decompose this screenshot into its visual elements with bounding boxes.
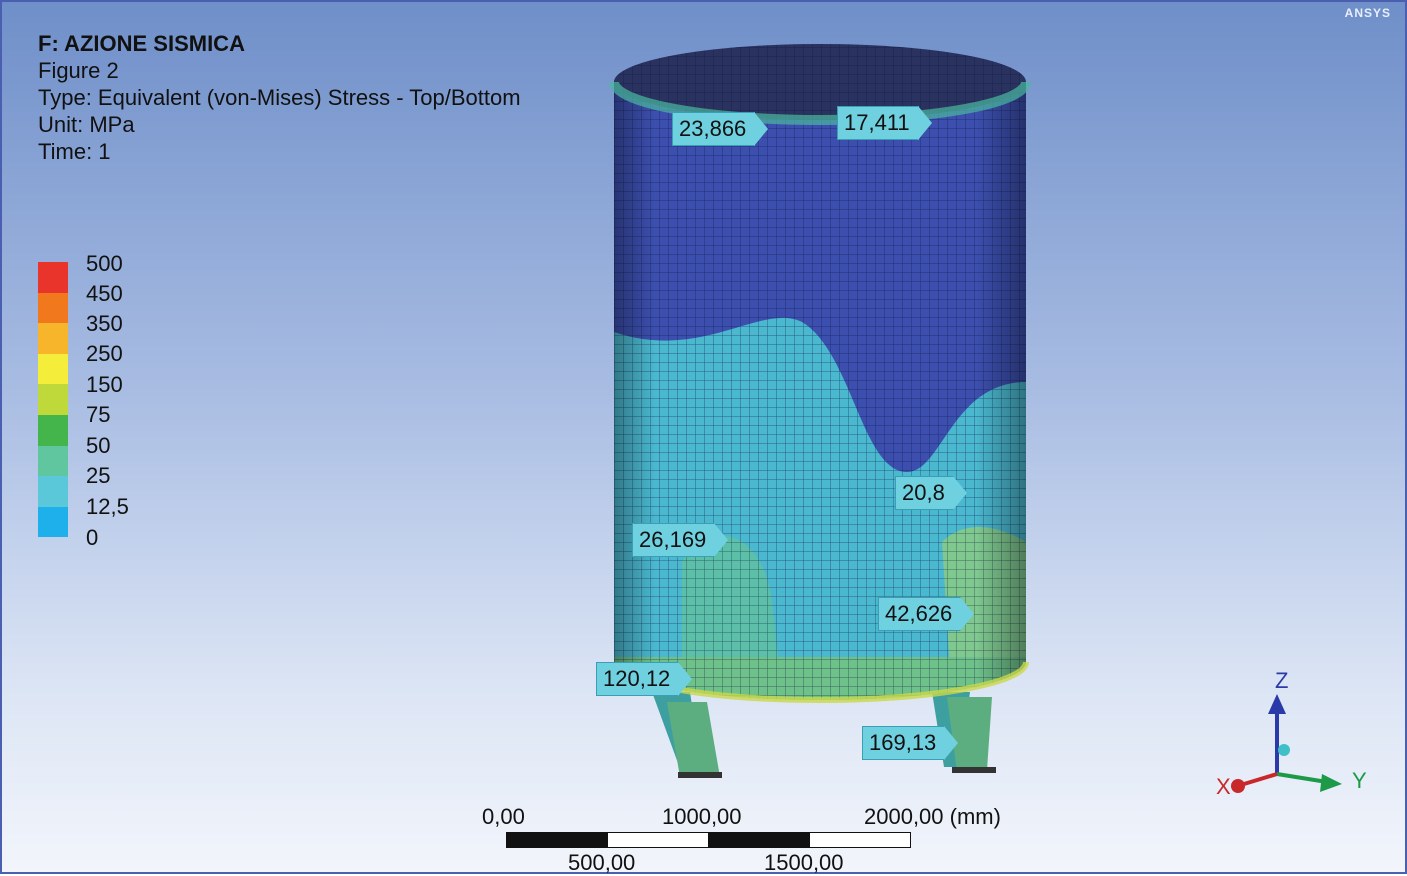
legend-label: 450 [86, 281, 123, 306]
axis-y-label: Y [1352, 768, 1367, 793]
axis-z-label: Z [1275, 668, 1288, 693]
legend-label: 75 [86, 402, 111, 427]
legend-swatch [38, 353, 68, 385]
legend-swatch [38, 323, 68, 354]
legend-swatch [38, 414, 68, 446]
axis-triad[interactable]: Z X Y [1202, 662, 1382, 817]
tank-shell [614, 82, 1026, 700]
legend-swatch [38, 292, 68, 324]
legend-swatch [38, 262, 68, 293]
probe-label[interactable]: 120,12 [596, 662, 693, 696]
legend-label: 0 [86, 525, 99, 550]
legend-swatch [38, 506, 68, 538]
scale-segment [708, 832, 810, 848]
scale-label: 1000,00 [662, 804, 742, 829]
legend-label: 25 [86, 463, 111, 488]
ansys-logo: ANSYS [1344, 6, 1391, 20]
result-unit: Unit: MPa [38, 112, 135, 137]
probe-label[interactable]: 23,866 [672, 112, 769, 146]
result-figure: Figure 2 [38, 58, 119, 83]
probe-label[interactable]: 169,13 [862, 726, 959, 760]
result-info-panel: F: AZIONE SISMICA Figure 2 Type: Equival… [38, 30, 521, 165]
legend-label: 500 [86, 251, 123, 276]
scale-label: 500,00 [568, 850, 636, 875]
scale-segment [506, 832, 608, 848]
legend-swatch [38, 384, 68, 415]
legend-swatch [38, 445, 68, 477]
probe-label[interactable]: 42,626 [878, 597, 975, 631]
scale-label: 0,00 [482, 804, 525, 829]
legend-label: 250 [86, 341, 123, 366]
axis-x-label: X [1216, 774, 1231, 799]
result-title: F: AZIONE SISMICA [38, 31, 245, 56]
scale-label: 1500,00 [764, 850, 844, 875]
axis-triad-icon: Z X Y [1216, 668, 1367, 799]
legend-label: 12,5 [86, 494, 129, 519]
probe-label[interactable]: 20,8 [895, 476, 967, 510]
result-time: Time: 1 [38, 139, 111, 164]
legend-swatch [38, 476, 68, 507]
scale-bar: 0,00 1000,00 2000,00 (mm) 500,00 1500,00 [472, 798, 1032, 876]
scale-segment [809, 832, 911, 848]
probe-label[interactable]: 26,169 [632, 523, 729, 557]
result-type: Type: Equivalent (von-Mises) Stress - To… [38, 85, 521, 110]
legend-label: 50 [86, 433, 111, 458]
legend-label: 350 [86, 311, 123, 336]
legend-swatches [38, 262, 68, 538]
legend-label: 150 [86, 372, 123, 397]
probe-label[interactable]: 17,411 [837, 106, 932, 140]
scale-label: 2000,00 (mm) [864, 804, 1001, 829]
scale-segment [607, 832, 709, 848]
